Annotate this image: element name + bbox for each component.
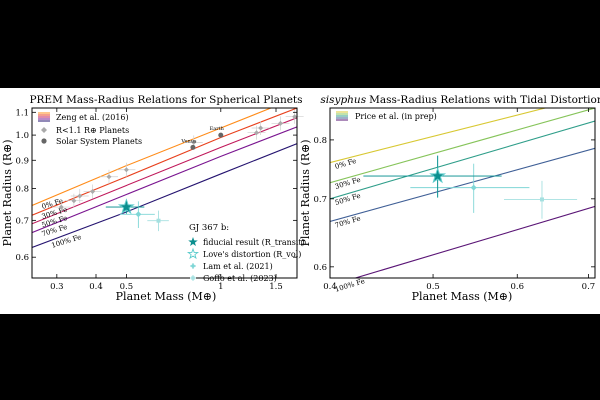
- left-exoplanet-4: [106, 174, 112, 180]
- legend-label-solar: Solar System Planets: [56, 137, 142, 146]
- right-x-axis-label: Planet Mass (M⊕): [412, 290, 513, 303]
- left-x-tick-label: 0.4: [89, 282, 103, 292]
- right-x-tick-label: 0.5: [426, 282, 440, 292]
- legend-title-gj367b: GJ 367 b:: [189, 223, 229, 233]
- legend-marker-love: [186, 247, 200, 260]
- left-y-tick-label: 0.7: [15, 216, 29, 226]
- legend-marker-fiducial: [188, 237, 198, 247]
- left-curve-4: [32, 143, 297, 248]
- left-y-axis-label: Planet Radius (R⊕): [1, 140, 14, 247]
- right-curve-0: [330, 108, 548, 164]
- left-y-tick-label: 0.9: [15, 156, 29, 166]
- left-exoplanet-9: [277, 120, 283, 126]
- left-y-tick-label: 1.0: [15, 131, 29, 141]
- right-y-tick-label: 0.8: [313, 136, 327, 146]
- right-title-rest: Mass-Radius Relations with Tidal Distort…: [369, 94, 600, 106]
- left-exoplanet-8: [258, 125, 264, 131]
- left-points: Venus Earth: [52, 109, 304, 232]
- right-point-love: [429, 167, 447, 184]
- left-point-lam: [135, 211, 142, 218]
- left-exoplanet-10: [292, 114, 298, 120]
- left-exoplanet-7: [254, 130, 260, 136]
- legend-marker-lam: [190, 263, 196, 269]
- left-ticks: 0.3 0.4 0.5 1 1.5 0.6 0.7 0.8 0.9 1.0 1.1: [15, 108, 297, 292]
- left-exoplanet-5: [123, 167, 129, 173]
- right-curve-4: [353, 205, 595, 278]
- legend-label-love: Love's distortion (R_vol): [203, 250, 301, 259]
- left-point-fiducial: [120, 201, 133, 212]
- right-y-axis-label: Planet Radius (R⊕): [299, 140, 312, 247]
- right-curve-2: [330, 120, 595, 200]
- right-point-fiducial: [431, 170, 444, 181]
- left-curve-3: [32, 126, 297, 234]
- right-chart-title: sisyphus Mass-Radius Relations with Tidal…: [320, 94, 600, 106]
- left-exoplanet-3: [90, 188, 96, 194]
- left-chart: PREM Mass-Radius Relations for Spherical…: [1, 94, 305, 303]
- right-y-tick-label: 0.7: [313, 195, 327, 205]
- right-x-tick-label: 0.4: [323, 282, 337, 292]
- right-chart: sisyphus Mass-Radius Relations with Tidal…: [299, 94, 600, 303]
- legend-label-fiducial: fiducial result (R_transit): [203, 238, 305, 247]
- left-x-tick-label: 1.5: [269, 282, 283, 292]
- left-plot-frame: [31, 107, 298, 279]
- right-y-tick-label: 0.6: [313, 263, 327, 273]
- right-curve-group: [330, 108, 595, 278]
- legend-marker-solar: [41, 138, 47, 144]
- left-x-tick-label: 0.5: [120, 282, 134, 292]
- left-solar-label-1: Earth: [210, 126, 225, 132]
- left-chart-title: PREM Mass-Radius Relations for Spherical…: [29, 94, 302, 106]
- left-y-tick-label: 0.6: [15, 253, 29, 263]
- legend-swatch-zeng: [38, 112, 50, 122]
- right-upper-legend: Price et al. (in prep): [336, 111, 437, 121]
- left-x-axis-label: Planet Mass (M⊕): [116, 290, 217, 303]
- right-point-goffo: [539, 197, 544, 202]
- right-title-italic: sisyphus: [320, 94, 366, 106]
- right-curve-3: [330, 147, 595, 222]
- left-curve-0: [32, 108, 273, 206]
- legend-label-lam: Lam et al. (2021): [203, 262, 273, 271]
- legend-marker-planets: [41, 127, 47, 133]
- left-x-tick-label: 1: [218, 282, 223, 292]
- legend-label-goffo: Goffo et al. (2023): [203, 274, 277, 283]
- right-point-lam: [470, 184, 477, 191]
- left-exoplanet-0: [58, 204, 64, 210]
- right-points: [363, 155, 578, 219]
- left-exoplanet-6: [191, 139, 197, 145]
- legend-marker-goffo: [190, 275, 196, 281]
- left-lower-legend: GJ 367 b: fiducial result (R_transit) Lo…: [186, 223, 305, 283]
- left-y-tick-label: 1.1: [15, 108, 29, 118]
- left-x-tick-label: 0.3: [50, 282, 64, 292]
- legend-swatch-price: [336, 111, 348, 121]
- legend-label-price: Price et al. (in prep): [355, 112, 437, 121]
- right-plot-frame: [329, 107, 596, 279]
- right-ticks: 0.4 0.5 0.6 0.7 0.6 0.7 0.8: [313, 108, 595, 292]
- right-x-tick-label: 0.7: [582, 282, 596, 292]
- left-upper-legend: Zeng et al. (2016) R<1.1 R⊕ Planets Sola…: [38, 112, 142, 146]
- legend-label-planets: R<1.1 R⊕ Planets: [56, 126, 129, 135]
- right-curve-1: [330, 108, 595, 184]
- left-y-tick-label: 0.8: [15, 184, 29, 194]
- left-solar-planet-0: [190, 144, 196, 150]
- left-solar-label-0: Venus: [180, 138, 197, 144]
- left-solar-planet-1: [218, 132, 224, 138]
- figure-canvas: [0, 88, 600, 314]
- left-exoplanet-1: [71, 198, 77, 204]
- right-x-tick-label: 0.6: [510, 282, 524, 292]
- left-point-goffo: [156, 218, 161, 223]
- left-exoplanet-2: [77, 193, 83, 199]
- left-point-love: [117, 198, 135, 215]
- legend-label-zeng: Zeng et al. (2016): [56, 113, 129, 122]
